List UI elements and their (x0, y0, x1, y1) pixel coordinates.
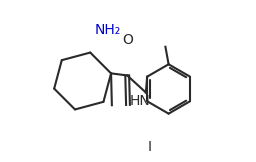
Text: O: O (122, 33, 133, 47)
Text: HN: HN (130, 94, 150, 108)
Text: I: I (147, 140, 152, 154)
Text: NH₂: NH₂ (94, 23, 120, 37)
